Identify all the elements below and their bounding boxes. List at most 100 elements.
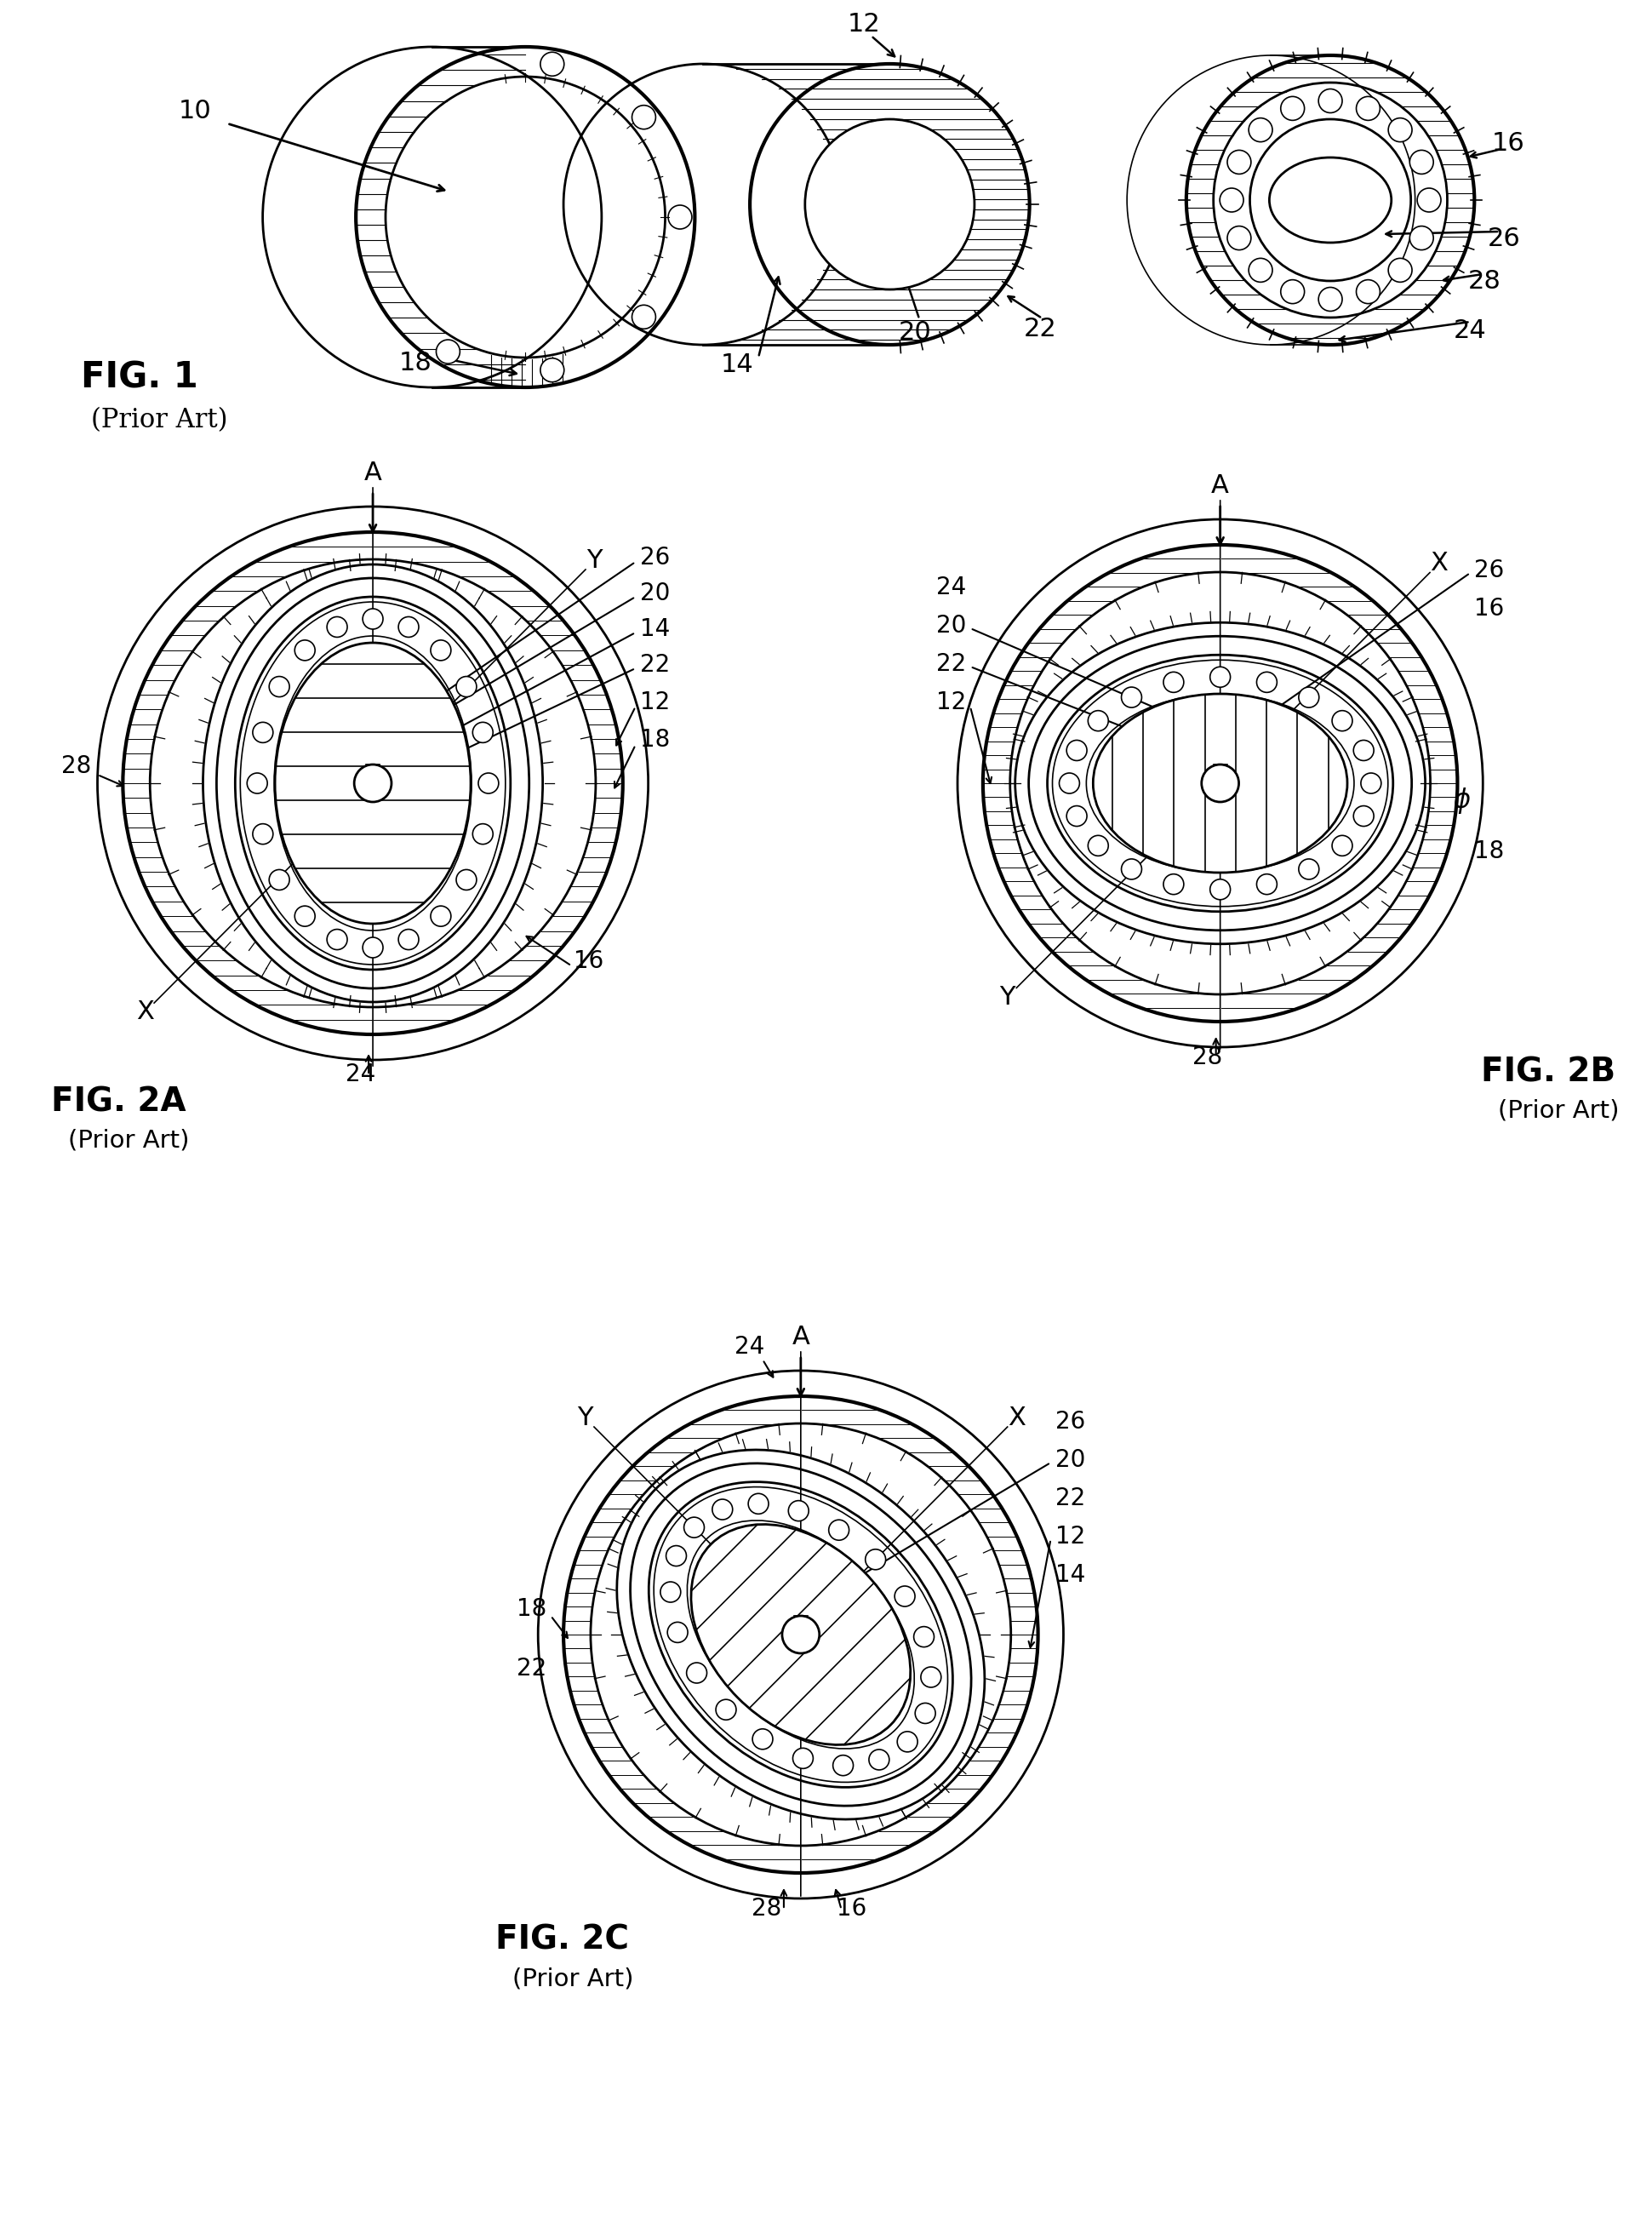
Circle shape [1332, 711, 1353, 731]
Text: X: X [135, 1000, 154, 1024]
Ellipse shape [540, 358, 563, 382]
Circle shape [456, 675, 476, 698]
Text: 28: 28 [1193, 1044, 1222, 1069]
Circle shape [914, 1627, 933, 1647]
Text: (Prior Art): (Prior Art) [68, 1129, 188, 1151]
Circle shape [431, 907, 451, 927]
Text: 16: 16 [573, 949, 603, 973]
Text: 26: 26 [1056, 1409, 1085, 1433]
Text: (Prior Art): (Prior Art) [91, 407, 228, 433]
Text: 12: 12 [847, 11, 881, 36]
Text: FIG. 2B: FIG. 2B [1482, 1055, 1616, 1089]
Circle shape [895, 1587, 915, 1607]
Circle shape [666, 1547, 686, 1567]
Circle shape [1409, 227, 1434, 249]
Text: 20: 20 [639, 582, 669, 604]
Circle shape [269, 869, 289, 891]
Circle shape [1356, 280, 1379, 304]
Text: FIG. 2C: FIG. 2C [496, 1924, 629, 1955]
Circle shape [788, 1500, 809, 1522]
Ellipse shape [667, 204, 692, 229]
Circle shape [1201, 764, 1239, 802]
Circle shape [363, 938, 383, 958]
Text: 22: 22 [937, 651, 966, 675]
Text: 18: 18 [398, 351, 431, 376]
Text: 26: 26 [1474, 558, 1505, 582]
Text: 14: 14 [639, 618, 669, 642]
Text: X: X [1431, 551, 1447, 575]
Circle shape [1227, 151, 1251, 173]
Ellipse shape [436, 340, 459, 364]
Text: 24: 24 [735, 1335, 765, 1358]
Circle shape [363, 609, 383, 629]
Circle shape [1361, 773, 1381, 793]
Circle shape [1388, 258, 1412, 282]
Circle shape [869, 1749, 889, 1771]
Circle shape [684, 1518, 704, 1538]
Text: 28: 28 [61, 753, 91, 778]
Text: Y: Y [999, 984, 1016, 1009]
Circle shape [253, 722, 273, 742]
Circle shape [1209, 880, 1231, 900]
Text: A: A [1211, 473, 1229, 498]
Text: A: A [791, 1324, 809, 1349]
Circle shape [431, 640, 451, 660]
Circle shape [1227, 227, 1251, 249]
Circle shape [866, 1549, 885, 1569]
Text: 18: 18 [1474, 840, 1505, 864]
Text: 12: 12 [1056, 1524, 1085, 1549]
Text: B: B [1227, 784, 1244, 809]
Text: Y: Y [577, 1407, 593, 1431]
Circle shape [897, 1731, 917, 1751]
Circle shape [920, 1666, 942, 1686]
Text: 20: 20 [899, 320, 932, 344]
Text: 16: 16 [1474, 598, 1505, 620]
Circle shape [294, 640, 316, 660]
Circle shape [398, 929, 418, 949]
Text: 26: 26 [1487, 227, 1520, 251]
Text: 14: 14 [720, 351, 753, 378]
Circle shape [1318, 89, 1341, 113]
Ellipse shape [691, 1524, 910, 1744]
Circle shape [1219, 189, 1244, 211]
Text: Y: Y [586, 549, 603, 573]
Text: 12: 12 [639, 691, 669, 713]
Circle shape [1089, 711, 1108, 731]
Ellipse shape [1269, 158, 1391, 242]
Text: (Prior Art): (Prior Art) [512, 1966, 634, 1991]
Text: 16: 16 [836, 1898, 867, 1920]
Text: X: X [1008, 1407, 1026, 1431]
Circle shape [1122, 687, 1142, 707]
Circle shape [833, 1755, 854, 1775]
Circle shape [752, 1729, 773, 1749]
Circle shape [1163, 671, 1184, 693]
Text: 26: 26 [639, 547, 669, 569]
Text: 18: 18 [517, 1598, 547, 1622]
Circle shape [1280, 280, 1305, 304]
Circle shape [661, 1582, 681, 1602]
Circle shape [327, 618, 347, 638]
Circle shape [327, 929, 347, 949]
Text: B: B [382, 784, 398, 809]
Circle shape [1356, 96, 1379, 120]
Circle shape [1249, 118, 1272, 142]
Circle shape [715, 1700, 737, 1720]
Text: 28: 28 [1469, 269, 1502, 293]
Circle shape [1388, 118, 1412, 142]
Circle shape [915, 1702, 935, 1724]
Circle shape [781, 1615, 819, 1653]
Circle shape [1067, 740, 1087, 760]
Ellipse shape [540, 51, 563, 76]
Circle shape [456, 869, 476, 891]
Circle shape [294, 907, 316, 927]
Circle shape [1318, 287, 1341, 311]
Circle shape [354, 764, 392, 802]
Circle shape [1163, 873, 1184, 895]
Circle shape [472, 722, 492, 742]
Circle shape [1249, 258, 1272, 282]
Text: 16: 16 [1492, 131, 1525, 156]
Text: FIG. 1: FIG. 1 [81, 360, 198, 396]
Circle shape [479, 773, 499, 793]
Text: 22: 22 [1024, 316, 1057, 340]
Text: 24: 24 [937, 575, 966, 600]
